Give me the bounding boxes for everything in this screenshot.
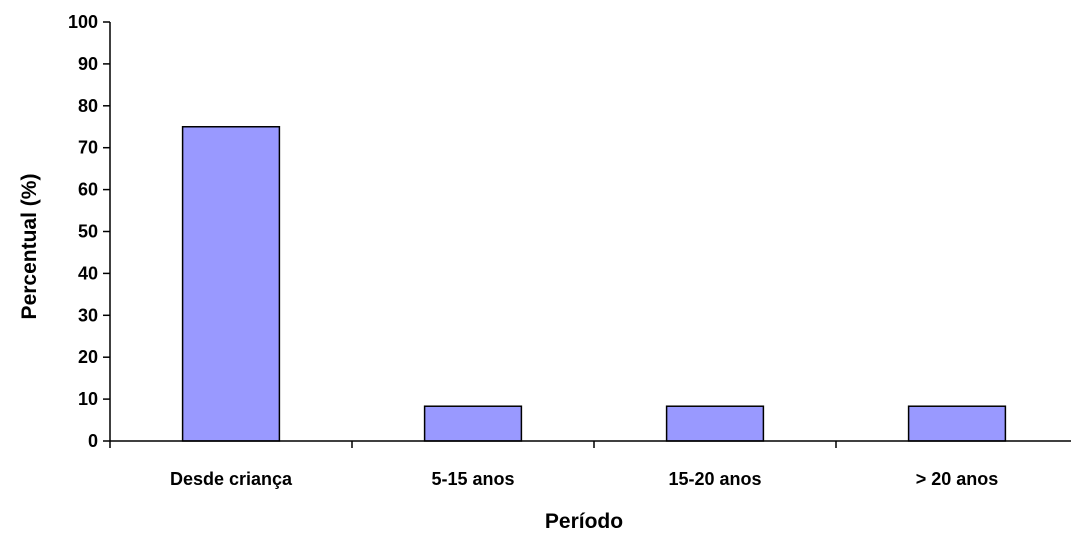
y-tick-label: 90	[78, 54, 98, 74]
x-tick-label: Desde criança	[170, 469, 293, 489]
x-ticks-group: Desde criança 5-15 anos 15-20 anos > 20 ano…	[109, 441, 999, 489]
y-axis-title: Percentual (%)	[18, 174, 41, 320]
y-tick-label: 50	[78, 222, 98, 242]
y-tick-label: 70	[78, 138, 98, 158]
y-tick-label: 30	[78, 305, 98, 325]
y-tick-label: 100	[68, 12, 98, 32]
y-tick-label: 20	[78, 347, 98, 367]
bars-group	[181, 126, 1007, 442]
y-tick-label: 10	[78, 389, 98, 409]
y-tick-label: 40	[78, 263, 98, 283]
x-tick-label: 15-20 anos	[668, 469, 761, 489]
bar	[423, 405, 523, 442]
x-axis-title: Período	[545, 510, 623, 533]
y-tick-label: 0	[88, 431, 98, 451]
y-tick-label: 60	[78, 180, 98, 200]
bar	[907, 405, 1007, 442]
y-ticks-group: 0 10 20 30 40 50 60 70 80 90 100	[68, 12, 110, 451]
bar	[181, 126, 281, 442]
x-tick-label: > 20 anos	[916, 469, 999, 489]
y-tick-label: 80	[78, 96, 98, 116]
bar	[665, 405, 765, 442]
x-tick-label: 5-15 anos	[431, 469, 514, 489]
